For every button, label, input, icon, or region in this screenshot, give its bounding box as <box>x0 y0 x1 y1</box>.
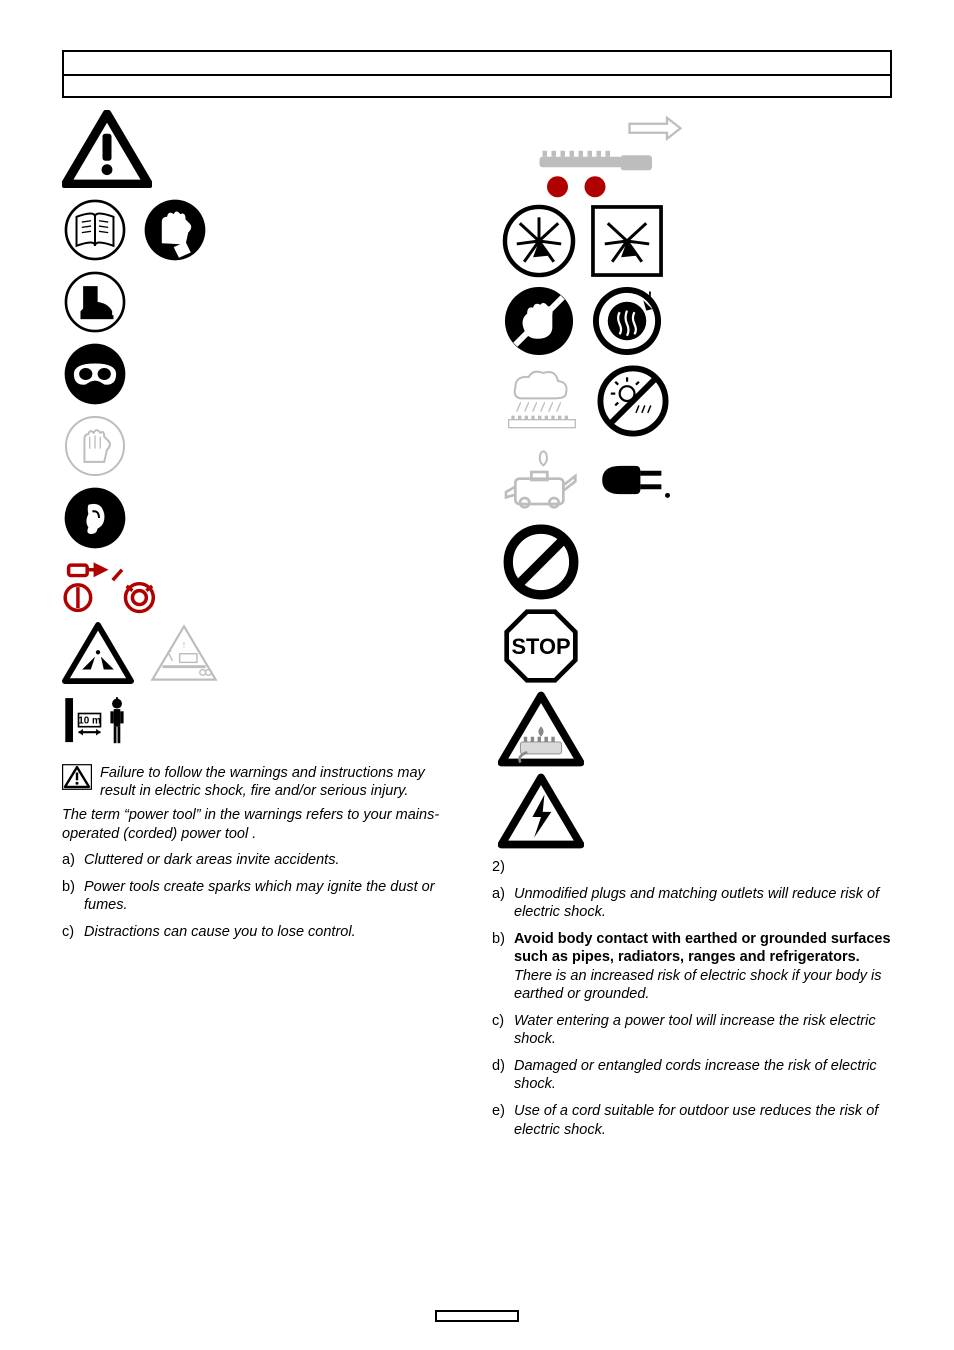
electric-shock-icon <box>498 773 892 849</box>
plug-icon <box>596 456 670 504</box>
sec1-c: c) Distractions can cause you to lose co… <box>62 923 462 942</box>
svg-text:!: ! <box>183 640 185 650</box>
stop-icon: STOP <box>502 607 892 685</box>
sec2-e: e) Use of a cord suitable for outdoor us… <box>492 1102 892 1139</box>
sec2-b: b) Avoid body contact with earthed or gr… <box>492 930 892 1004</box>
cord-warning-icon <box>498 691 892 767</box>
sec2-c: c) Water entering a power tool will incr… <box>492 1012 892 1049</box>
sec1-b: b) Power tools create sparks which may i… <box>62 878 462 915</box>
ear-protection-icon <box>62 485 128 551</box>
no-grab-icon <box>502 284 576 358</box>
switch-plug-icon <box>62 557 182 615</box>
svg-text:!: ! <box>648 288 652 303</box>
gloves-black-icon <box>142 197 208 263</box>
inline-warning-icon <box>62 764 92 790</box>
warn-paragraph: Failure to follow the warnings and instr… <box>100 764 462 800</box>
distance-10m-icon: 10 m <box>62 691 172 747</box>
term-paragraph: The term “power tool” in the warnings re… <box>62 806 462 843</box>
hot-warning-icon: ! <box>590 284 664 358</box>
debris-left-icon <box>502 204 576 278</box>
no-sun-icon <box>596 364 670 438</box>
rain-icon <box>502 365 582 437</box>
gloves-icon <box>62 413 128 479</box>
manual-icon <box>62 197 128 263</box>
sec2-heading: 2) <box>492 858 892 877</box>
sec1-a: a) Cluttered or dark areas invite accide… <box>62 851 462 870</box>
left-column: ! 10 m <box>62 110 462 1290</box>
debris-right-icon <box>590 204 664 278</box>
projectile-warn-icon <box>62 621 134 685</box>
sec2-a: a) Unmodified plugs and matching outlets… <box>492 885 892 922</box>
sec2-d: d) Damaged or entangled cords increase t… <box>492 1057 892 1094</box>
hedge-direction-icon <box>532 113 892 199</box>
projectile-tri-icon: ! <box>148 621 220 685</box>
goggles-icon <box>62 341 128 407</box>
warning-triangle-large <box>62 110 152 188</box>
oil-can-icon <box>502 444 582 516</box>
svg-text:STOP: STOP <box>511 634 570 659</box>
right-column: ! <box>492 110 892 1290</box>
page-number-box <box>435 1310 519 1322</box>
boot-icon <box>62 269 128 335</box>
no-circle-icon <box>502 523 892 601</box>
svg-text:10 m: 10 m <box>78 715 101 726</box>
